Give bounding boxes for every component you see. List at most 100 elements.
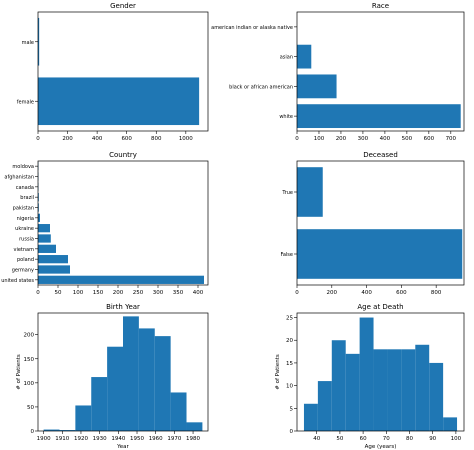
birth-bin xyxy=(186,422,203,431)
deceased-xtick-label: 400 xyxy=(361,290,372,296)
age-xtick-label: 40 xyxy=(313,436,320,442)
country-bar xyxy=(38,224,50,233)
age-bin xyxy=(359,317,374,431)
birth-xtick-label: 1970 xyxy=(167,436,181,442)
country-xtick-label: 200 xyxy=(113,290,124,296)
age-bin xyxy=(303,403,318,431)
race-xtick-label: 0 xyxy=(295,136,299,142)
deceased-xtick-label: 800 xyxy=(431,290,442,296)
race-xtick-label: 500 xyxy=(402,136,413,142)
deceased-ytick-label: True xyxy=(281,190,293,196)
country-bar xyxy=(38,193,39,202)
birth-axes-frame xyxy=(37,312,209,432)
birth-xtick-label: 1930 xyxy=(93,436,107,442)
race-xtick-label: 600 xyxy=(424,136,435,142)
race-xtick-label: 200 xyxy=(336,136,347,142)
age-xtick-label: 70 xyxy=(383,436,390,442)
country-bar xyxy=(38,275,204,284)
race-xtick-label: 700 xyxy=(446,136,457,142)
country-ytick-label: canada xyxy=(16,185,34,191)
gender-xtick-label: 1000 xyxy=(179,136,193,142)
country-ytick-label: nigeria xyxy=(17,216,34,222)
country-bar xyxy=(38,213,40,222)
gender-title: Gender xyxy=(110,2,136,10)
birth-bin xyxy=(123,316,139,431)
gender-xtick-label: 0 xyxy=(36,136,40,142)
birth-bin xyxy=(43,429,60,431)
age-bin xyxy=(317,381,332,431)
race-ytick-label: black or african american xyxy=(229,84,293,90)
age-bin xyxy=(401,349,416,431)
country-ytick-label: russia xyxy=(19,237,34,243)
country-bar xyxy=(38,203,39,212)
country-xtick-label: 350 xyxy=(173,290,184,296)
race-bar xyxy=(297,44,312,69)
country-ytick-label: brazil xyxy=(20,195,34,201)
age-ytick-label: 20 xyxy=(286,338,293,344)
gender-ytick-label: male xyxy=(22,40,34,46)
country-ytick-label: united states xyxy=(1,278,34,284)
age-title: Age at Death xyxy=(357,303,403,311)
country-ytick-label: pakistan xyxy=(13,206,34,212)
race-xtick-label: 300 xyxy=(358,136,369,142)
age-ytick-label: 10 xyxy=(286,384,293,390)
birth-ytick-label: 100 xyxy=(24,381,35,387)
race-axes-frame xyxy=(296,11,465,132)
birth-xtick-label: 1910 xyxy=(55,436,69,442)
country-xtick-label: 50 xyxy=(55,290,62,296)
birth-title: Birth Year xyxy=(106,303,140,311)
country-ytick-label: ukraine xyxy=(15,226,34,232)
birth-ylabel: # of Patients xyxy=(16,354,22,390)
age-ytick-label: 5 xyxy=(290,406,294,412)
race-title: Race xyxy=(372,2,389,10)
birth-bin xyxy=(170,392,187,431)
deceased-xtick-label: 200 xyxy=(327,290,338,296)
country-bar xyxy=(38,234,51,243)
race-bar xyxy=(297,74,337,99)
gender-xtick-label: 200 xyxy=(62,136,73,142)
age-bin xyxy=(387,349,402,431)
deceased-xtick-label: 600 xyxy=(396,290,407,296)
gender-xtick-label: 600 xyxy=(121,136,132,142)
birth-ytick-label: 50 xyxy=(27,405,34,411)
country-bar xyxy=(38,265,70,274)
age-xtick-label: 60 xyxy=(360,436,367,442)
age-ylabel: # of Patients xyxy=(275,354,281,390)
gender-xtick-label: 800 xyxy=(151,136,162,142)
birth-bin xyxy=(154,336,171,431)
age-bin xyxy=(415,344,430,431)
deceased-bar xyxy=(297,167,323,217)
country-xtick-label: 0 xyxy=(36,290,40,296)
country-xtick-label: 400 xyxy=(193,290,204,296)
country-xtick-label: 150 xyxy=(93,290,104,296)
country-bar xyxy=(38,244,56,253)
gender-bar xyxy=(38,77,200,126)
birth-bin xyxy=(107,346,123,431)
race-bar xyxy=(297,104,461,129)
deceased-axes-frame xyxy=(296,160,465,286)
birth-xtick-label: 1950 xyxy=(130,436,144,442)
deceased-xtick-label: 0 xyxy=(295,290,299,296)
country-xtick-label: 100 xyxy=(73,290,84,296)
age-xtick-label: 90 xyxy=(429,436,436,442)
race-xtick-label: 100 xyxy=(314,136,325,142)
race-ytick-label: american indian or alaska native xyxy=(211,25,293,31)
birth-bin xyxy=(91,377,108,431)
race-chart: Race white black or african american asian a… xyxy=(211,2,465,142)
birth-xtick-label: 1980 xyxy=(186,436,200,442)
age-bin xyxy=(331,340,346,431)
country-xtick-label: 250 xyxy=(133,290,144,296)
deceased-bar xyxy=(297,229,463,279)
gender-chart: Gender female male 0 200 400 600 800 1000 xyxy=(17,2,209,142)
age-axes-frame xyxy=(296,312,465,432)
country-title: Country xyxy=(109,151,137,159)
age-ytick-label: 15 xyxy=(286,361,293,367)
birth-bin xyxy=(75,405,92,431)
age-chart: Age at Death 40 50 60 70 80 90 100 0 5 10 15 20 25 Age… xyxy=(275,303,465,450)
age-bin xyxy=(429,362,444,431)
deceased-chart: Deceased False True 0 200 400 600 800 xyxy=(280,151,465,296)
gender-bar xyxy=(38,17,40,66)
birth-ytick-label: 200 xyxy=(24,333,35,339)
country-ytick-label: poland xyxy=(17,257,34,263)
age-ytick-label: 0 xyxy=(290,429,294,435)
